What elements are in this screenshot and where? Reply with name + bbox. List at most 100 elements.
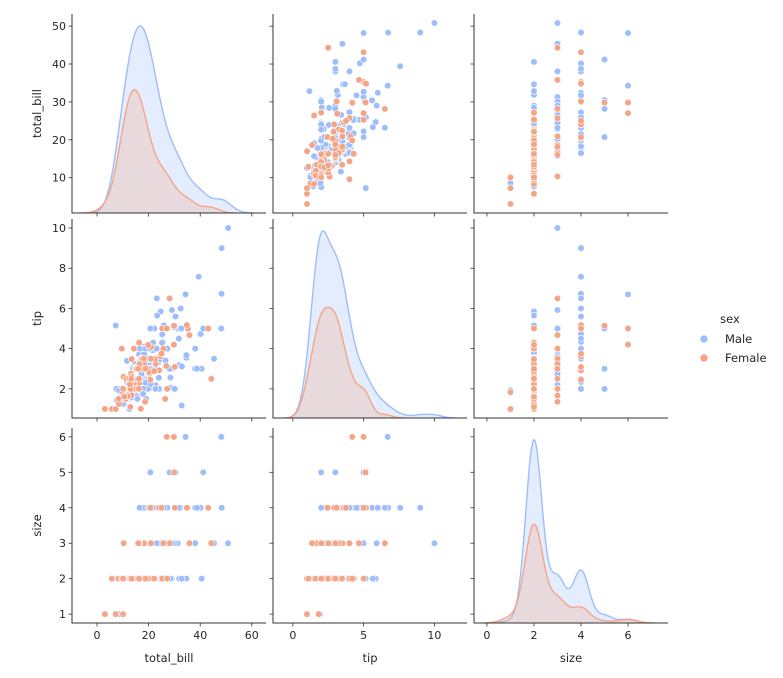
scatter-point-male: [577, 65, 585, 73]
scatter-point-female: [331, 539, 339, 547]
scatter-point-male: [314, 144, 322, 152]
scatter-point-male: [577, 273, 585, 281]
scatter-point-male: [530, 58, 538, 66]
scatter-point-male: [374, 89, 382, 97]
scatter-point-female: [331, 575, 339, 583]
scatter-point-male: [182, 351, 191, 359]
scatter-point-male: [331, 468, 339, 476]
scatter-point-female: [530, 128, 538, 136]
kde-line-female: [286, 306, 406, 418]
subplot-total_bill-vs-total_bill: 10 20 30 40 50 total_bill: [30, 14, 266, 217]
scatter-point-male: [310, 152, 318, 160]
subplot-size-vs-size: 0 2 4 6 size: [470, 428, 668, 665]
scatter-point-male: [112, 321, 120, 330]
scatter-point-female: [530, 140, 538, 149]
scatter-point-female: [338, 143, 346, 151]
scatter-point-female: [185, 539, 194, 547]
scatter-point-female: [345, 175, 354, 183]
scatter-point-female: [170, 341, 178, 349]
scatter-point-female: [506, 184, 515, 192]
scatter-point-female: [118, 345, 126, 353]
scatter-point-female: [506, 388, 515, 396]
scatter-point-male: [168, 306, 176, 314]
scatter-point-female: [381, 105, 389, 113]
scatter-point-male: [369, 123, 377, 131]
scatter-point-female: [360, 48, 368, 56]
scatter-point-female: [338, 132, 346, 140]
scatter-point-male: [360, 55, 368, 64]
scatter-point-female: [553, 132, 562, 140]
scatter-point-female: [146, 504, 154, 512]
scatter-point-female: [120, 393, 128, 401]
y-tick-label: 4: [59, 502, 66, 515]
subplot-size-vs-tip: 0 5 10 tip: [269, 428, 467, 665]
scatter-point-female: [310, 111, 318, 120]
scatter-point-male: [600, 365, 609, 373]
scatter-point-female: [360, 116, 368, 124]
scatter-point-female: [624, 99, 632, 107]
scatter-point-female: [342, 504, 350, 512]
scatter-point-female: [360, 575, 368, 583]
scatter-point-male: [553, 124, 562, 132]
scatter-point-male: [384, 29, 392, 37]
scatter-point-male: [331, 58, 339, 66]
scatter-point-male: [146, 324, 154, 333]
scatter-point-male: [217, 324, 225, 333]
scatter-point-female: [135, 339, 143, 347]
scatter-point-female: [506, 200, 515, 208]
scatter-point-female: [170, 433, 178, 441]
scatter-point-female: [553, 385, 562, 393]
scatter-point-male: [577, 28, 585, 37]
legend-marker-female: [699, 353, 709, 363]
scatter-point-female: [553, 105, 562, 113]
y-tick-label: 30: [52, 96, 66, 109]
kde-line-female: [483, 523, 656, 623]
scatter-point-female: [600, 98, 609, 107]
scatter-point-male: [600, 105, 609, 113]
scatter-point-male: [384, 82, 392, 90]
scatter-point-female: [506, 405, 515, 413]
scatter-point-male: [368, 96, 376, 104]
scatter-point-male: [224, 224, 232, 232]
plot-area: [283, 230, 458, 418]
scatter-point-female: [624, 341, 632, 349]
x-tick-label: 0: [94, 629, 101, 642]
scatter-point-male: [191, 345, 199, 353]
scatter-point-female: [127, 375, 135, 383]
scatter-point-female: [144, 341, 152, 349]
scatter-point-male: [166, 374, 174, 382]
scatter-point-female: [126, 403, 134, 411]
x-axis-label: tip: [362, 651, 377, 665]
scatter-point-male: [624, 82, 632, 90]
scatter-point-male: [384, 433, 392, 441]
scatter-point-female: [348, 433, 356, 441]
x-tick-label: 4: [577, 629, 584, 642]
scatter-point-male: [577, 335, 585, 343]
scatter-point-female: [362, 98, 370, 107]
scatter-point-male: [317, 504, 325, 512]
scatter-point-male: [345, 67, 354, 75]
scatter-point-male: [317, 468, 325, 476]
x-tick-label: 0: [483, 629, 490, 642]
x-tick-label: 2: [530, 629, 537, 642]
kde-fill-female: [286, 307, 406, 418]
scatter-point-male: [360, 29, 368, 37]
scatter-point-female: [577, 48, 585, 56]
scatter-point-female: [530, 150, 538, 158]
scatter-point-male: [155, 374, 163, 382]
scatter-point-female: [332, 97, 341, 105]
legend-marker-male: [699, 334, 709, 344]
scatter-point-female: [553, 143, 562, 151]
scatter-point-female: [553, 375, 562, 383]
scatter-point-female: [350, 150, 358, 158]
scatter-point-female: [553, 331, 562, 339]
x-axis-label: total_bill: [145, 651, 194, 665]
scatter-point-female: [360, 504, 368, 512]
scatter-point-male: [373, 101, 381, 110]
scatter-point-female: [553, 391, 562, 400]
scatter-point-male: [362, 184, 370, 192]
scatter-point-female: [308, 141, 316, 149]
scatter-point-female: [304, 163, 313, 171]
scatter-point-female: [317, 173, 325, 181]
scatter-point-female: [303, 184, 311, 192]
